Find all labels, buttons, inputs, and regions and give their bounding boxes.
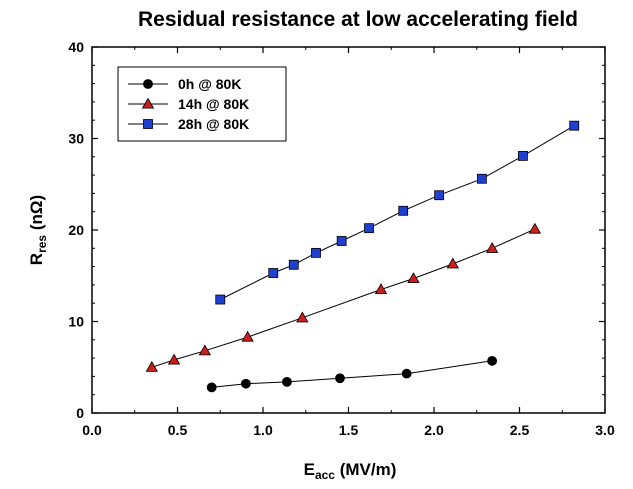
y-tick-label: 0	[76, 405, 84, 421]
series-line-1	[151, 228, 536, 368]
data-point-series-2	[311, 247, 321, 258]
data-point-series-2	[476, 173, 487, 184]
data-point-series-0	[335, 373, 345, 384]
series-line-0	[211, 360, 493, 388]
legend: 0h @ 80K 14h @ 80K 28h @ 80K	[117, 66, 287, 142]
data-point-series-1	[167, 353, 181, 365]
x-tick-label: 1.5	[339, 422, 359, 438]
data-point-series-1	[485, 241, 499, 253]
legend-label: 14h @ 80K	[178, 96, 249, 112]
data-point-series-2	[518, 150, 528, 161]
data-point-series-0	[487, 355, 498, 366]
data-point-series-0	[240, 378, 251, 389]
y-tick-label: 10	[68, 314, 84, 330]
legend-marker	[143, 119, 153, 129]
data-point-series-1	[528, 222, 542, 234]
data-point-series-0	[282, 376, 292, 387]
data-point-series-1	[145, 360, 159, 372]
data-point-series-1	[446, 257, 459, 269]
y-tick-label: 20	[68, 222, 84, 238]
data-point-series-1	[241, 330, 254, 342]
data-point-series-2	[364, 223, 374, 234]
x-tick-label: 0.5	[168, 422, 188, 438]
y-tick-label: 30	[68, 131, 84, 147]
legend-label: 28h @ 80K	[178, 116, 249, 132]
data-point-series-2	[398, 205, 409, 216]
data-point-series-2	[268, 268, 279, 278]
data-point-series-1	[407, 272, 420, 284]
plot-area: 0.0 0.5 1.0 1.5 2.0 2.5 3.0 0 10 20 30 40	[68, 39, 615, 438]
x-tick-label: 1.0	[253, 422, 273, 438]
x-tick-label: 3.0	[595, 422, 615, 438]
data-point-series-1	[374, 283, 388, 295]
data-point-series-2	[336, 236, 347, 246]
legend-marker	[141, 97, 155, 109]
y-axis-label: Rres (nΩ)	[27, 195, 49, 265]
x-tick-label: 2.5	[510, 422, 530, 438]
data-point-series-2	[434, 190, 445, 201]
legend-marker	[143, 79, 153, 89]
chart-title: Residual resistance at low accelerating …	[138, 8, 578, 31]
x-axis-label: Eacc (MV/m)	[304, 460, 397, 482]
x-tick-label: 2.0	[424, 422, 444, 438]
data-point-series-0	[401, 368, 412, 379]
legend-label: 0h @ 80K	[178, 76, 241, 92]
data-point-series-2	[215, 294, 226, 305]
data-point-series-2	[288, 259, 299, 270]
y-tick-label: 40	[68, 39, 84, 55]
data-point-series-2	[569, 120, 580, 131]
data-point-series-1	[198, 344, 212, 356]
data-point-series-0	[206, 382, 217, 393]
data-point-series-1	[296, 311, 309, 323]
x-tick-label: 0.0	[82, 422, 102, 438]
